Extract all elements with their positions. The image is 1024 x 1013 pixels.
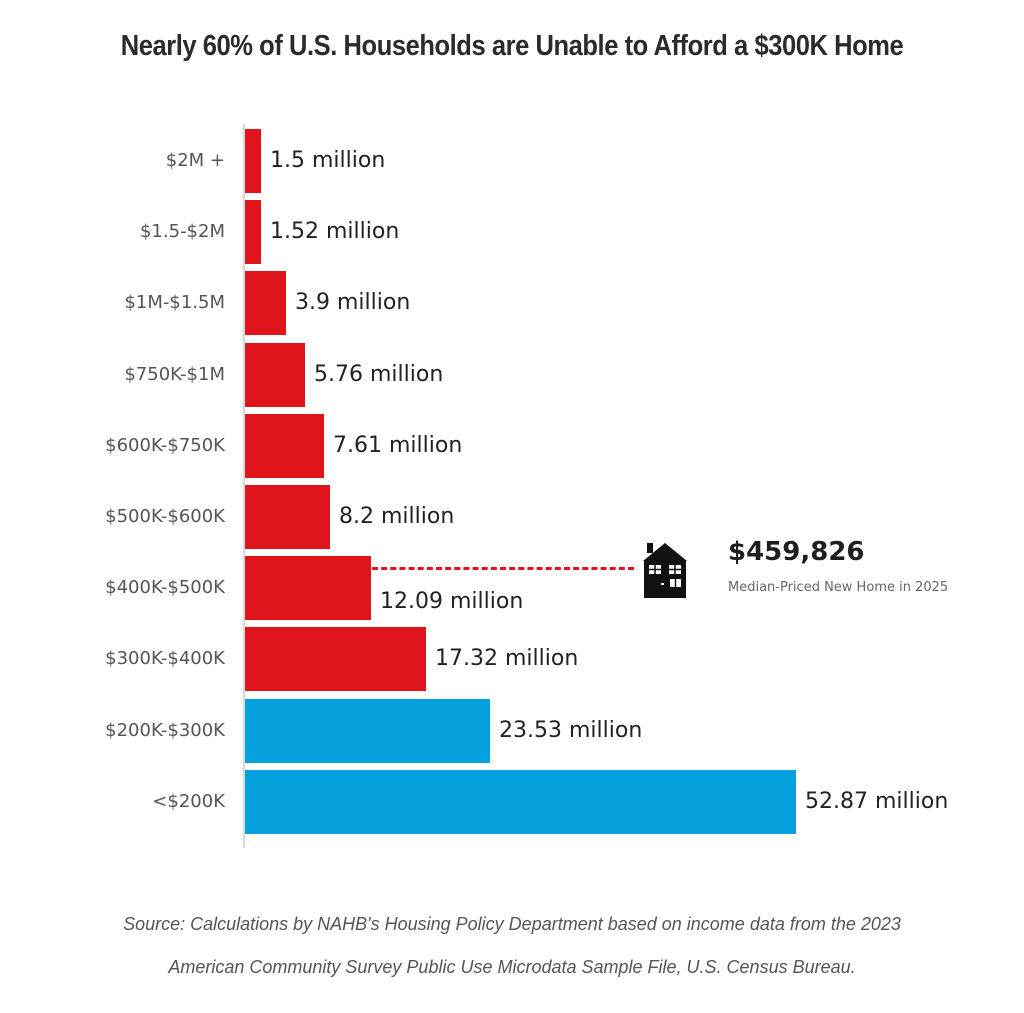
bar <box>245 129 261 193</box>
house-icon <box>641 541 689 603</box>
value-label: 3.9 million <box>295 290 411 316</box>
category-label: $400K-$500K <box>105 577 225 599</box>
value-label: 52.87 million <box>805 788 949 814</box>
value-label: 23.53 million <box>499 717 643 743</box>
bar-row: $200K-$300K 23.53 million <box>0 698 1024 763</box>
value-label: 8.2 million <box>339 504 455 529</box>
median-price-value: $459,826 <box>728 537 865 567</box>
category-label: $2M + <box>165 150 225 171</box>
value-label: 12.09 million <box>380 589 524 615</box>
source-note-line2: American Community Survey Public Use Mic… <box>168 957 856 977</box>
bar-row: $600K-$750K 7.61 million <box>0 413 1024 478</box>
bar <box>245 556 371 621</box>
value-label: 1.5 million <box>270 148 386 173</box>
category-label: $500K-$600K <box>105 506 225 527</box>
bar <box>245 413 324 478</box>
bar-row: $2M + 1.5 million <box>0 129 1024 193</box>
chart-title: Nearly 60% of U.S. Households are Unable… <box>120 30 904 62</box>
category-label: $600K-$750K <box>105 434 225 456</box>
category-label: $300K-$400K <box>105 648 225 670</box>
bar-row: $400K-$500K 12.09 million <box>0 556 1024 621</box>
category-label: <$200K <box>152 790 225 812</box>
bar <box>245 698 490 763</box>
category-label: $200K-$300K <box>105 719 225 741</box>
category-label: $1.5-$2M <box>139 221 225 243</box>
bar <box>245 200 261 265</box>
value-label: 1.52 million <box>270 219 400 245</box>
median-price-dashed-line <box>372 567 634 570</box>
category-label: $1M-$1.5M <box>124 292 225 314</box>
bar-row: $750K-$1M 5.76 million <box>0 342 1024 407</box>
bar-row: $1.5-$2M 1.52 million <box>0 200 1024 265</box>
bar <box>245 271 286 336</box>
bar <box>245 342 305 407</box>
value-label: 5.76 million <box>314 361 444 387</box>
bar-row: $300K-$400K 17.32 million <box>0 627 1024 692</box>
median-price-label: Median-Priced New Home in 2025 <box>728 580 949 595</box>
bar <box>245 769 796 834</box>
bar-row: <$200K 52.87 million <box>0 769 1024 834</box>
bar <box>245 627 426 692</box>
bar-row: $1M-$1.5M 3.9 million <box>0 271 1024 336</box>
category-label: $750K-$1M <box>124 363 225 385</box>
bar <box>245 485 330 549</box>
value-label: 17.32 million <box>435 646 579 672</box>
y-axis-line <box>243 124 245 848</box>
source-note-line1: Source: Calculations by NAHB's Housing P… <box>123 914 901 934</box>
bar-row: $500K-$600K 8.2 million <box>0 485 1024 549</box>
value-label: 7.61 million <box>333 432 463 458</box>
